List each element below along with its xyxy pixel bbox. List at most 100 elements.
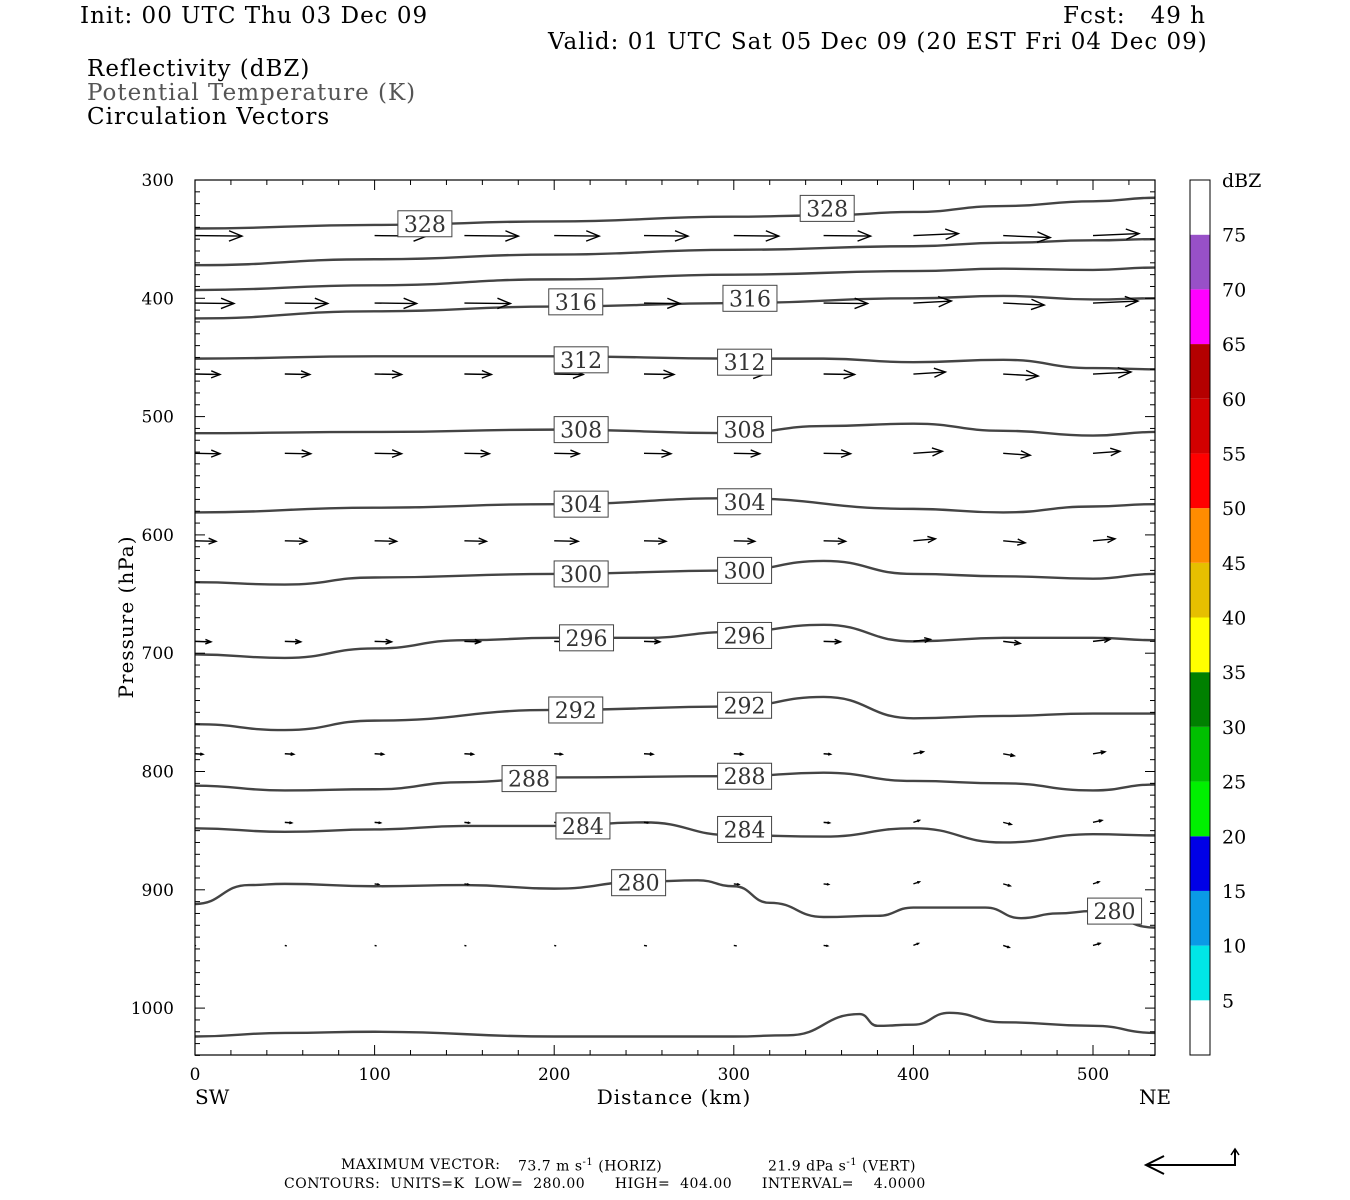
x-tick-label: 200 bbox=[538, 1065, 570, 1085]
x-right-direction: NE bbox=[1139, 1085, 1171, 1109]
colorbar-tick-label: 20 bbox=[1222, 826, 1246, 848]
circulation-vector bbox=[464, 640, 481, 643]
reference-vector-head bbox=[1143, 1155, 1165, 1175]
contour-label-box bbox=[717, 348, 773, 376]
circulation-vector bbox=[195, 373, 221, 376]
circulation-vector bbox=[464, 540, 487, 543]
y-tick-label: 1000 bbox=[131, 999, 174, 1019]
circulation-vector bbox=[643, 540, 667, 543]
circulation-vector bbox=[195, 234, 243, 237]
colorbar-tick-label: 5 bbox=[1222, 990, 1234, 1012]
isentrope-312 bbox=[195, 355, 1155, 371]
vector-head bbox=[290, 752, 296, 757]
contour-label: 292 bbox=[555, 699, 597, 724]
colorbar-tick-label: 65 bbox=[1222, 334, 1246, 356]
vector-head bbox=[1103, 637, 1112, 644]
circulation-vector bbox=[643, 234, 689, 237]
contour-label-box bbox=[717, 416, 773, 444]
vector-head bbox=[585, 230, 602, 242]
circulation-vector bbox=[1092, 300, 1139, 304]
colorbar-tick-label: 75 bbox=[1222, 225, 1246, 247]
x-tick-label: 100 bbox=[358, 1065, 390, 1085]
colorbar-tick-label: 35 bbox=[1222, 662, 1246, 684]
y-tick-label: 600 bbox=[142, 526, 174, 546]
vector-head bbox=[385, 638, 394, 645]
circulation-vector bbox=[374, 302, 417, 305]
isentrope-316 bbox=[195, 294, 1155, 320]
contour-label-box bbox=[559, 624, 615, 652]
init-time: Init: 00 UTC Thu 03 Dec 09 bbox=[80, 3, 429, 29]
circulation-vector bbox=[733, 452, 760, 455]
isentrope-284 bbox=[195, 821, 1155, 844]
y-axis-label: Pressure (hPa) bbox=[114, 536, 138, 699]
circulation-vector bbox=[913, 300, 952, 304]
contour-label: 300 bbox=[724, 559, 766, 584]
vector-head bbox=[466, 883, 471, 886]
axes: 300 400 500 600 700 800 900 1000 0 100 200 300 400 50… bbox=[131, 171, 1156, 1085]
circulation-vector bbox=[823, 234, 871, 237]
vector-head bbox=[927, 535, 938, 544]
colorbar-tick-label: 50 bbox=[1222, 498, 1246, 520]
circulation-vector bbox=[823, 373, 855, 376]
circulation-vector bbox=[195, 540, 217, 543]
contour-label: 316 bbox=[555, 291, 597, 316]
contour-label-box bbox=[717, 691, 773, 719]
circulation-vector bbox=[284, 540, 307, 543]
circulation-vector bbox=[374, 540, 397, 543]
contour-label: 328 bbox=[404, 213, 446, 238]
colorbar-segment bbox=[1190, 344, 1210, 399]
contour-label-box bbox=[717, 488, 773, 516]
colorbar-segment bbox=[1190, 398, 1210, 454]
colorbar-segment bbox=[1190, 617, 1210, 673]
vector-head bbox=[843, 369, 857, 380]
vector-head bbox=[654, 638, 662, 645]
vector-head bbox=[205, 638, 213, 645]
vector-head bbox=[923, 637, 933, 644]
contour-label: 316 bbox=[729, 287, 771, 312]
contour-label: 296 bbox=[724, 624, 766, 649]
vector-head bbox=[569, 537, 581, 546]
vector-head bbox=[403, 297, 419, 310]
vector-head bbox=[661, 449, 673, 459]
circulation-vector bbox=[823, 302, 868, 305]
vector-head bbox=[208, 537, 218, 545]
y-tick-label: 800 bbox=[142, 763, 174, 783]
vector-head bbox=[837, 537, 848, 545]
contour-label: 304 bbox=[724, 491, 766, 516]
circulation-vector bbox=[1092, 638, 1111, 643]
vector-head bbox=[480, 449, 492, 458]
vector-head bbox=[1006, 945, 1011, 949]
circulation-vector bbox=[733, 540, 755, 543]
valid-time: Valid: 01 UTC Sat 05 Dec 09 (20 EST Fri … bbox=[548, 29, 1208, 55]
isentrope-280 bbox=[195, 879, 1155, 929]
isentrope-276 bbox=[195, 1011, 1155, 1038]
contour-label-box bbox=[553, 346, 609, 374]
circulation-vector bbox=[1092, 232, 1140, 237]
circulation-vector bbox=[554, 944, 557, 947]
isentrope-288 bbox=[195, 771, 1155, 792]
colorbar-tick-label: 10 bbox=[1222, 936, 1246, 958]
vector-head bbox=[1098, 819, 1104, 823]
vector-head bbox=[298, 537, 309, 545]
vector-head bbox=[919, 750, 926, 755]
contour-label: 292 bbox=[724, 694, 766, 719]
colorbar-segment bbox=[1190, 562, 1210, 618]
circulation-vector bbox=[643, 452, 672, 455]
contour-label: 284 bbox=[562, 815, 604, 840]
contour-info: CONTOURS: UNITS=K LOW= 280.00 HIGH= 404.… bbox=[284, 1176, 926, 1192]
vector-head bbox=[210, 370, 222, 379]
circulation-vector bbox=[284, 373, 310, 376]
contour-label-box bbox=[717, 621, 773, 649]
y-tick-label: 900 bbox=[142, 881, 174, 901]
contour-label-box bbox=[555, 812, 611, 840]
vector-head bbox=[474, 638, 483, 645]
vector-head bbox=[467, 821, 472, 825]
vector-head bbox=[649, 752, 655, 757]
field-label-reflectivity: Reflectivity (dBZ) bbox=[87, 56, 311, 82]
vector-head bbox=[834, 638, 843, 645]
vector-head bbox=[1124, 295, 1140, 308]
vector-head bbox=[376, 883, 381, 886]
circulation-vector bbox=[1003, 640, 1021, 645]
contour-label-box bbox=[397, 210, 453, 238]
